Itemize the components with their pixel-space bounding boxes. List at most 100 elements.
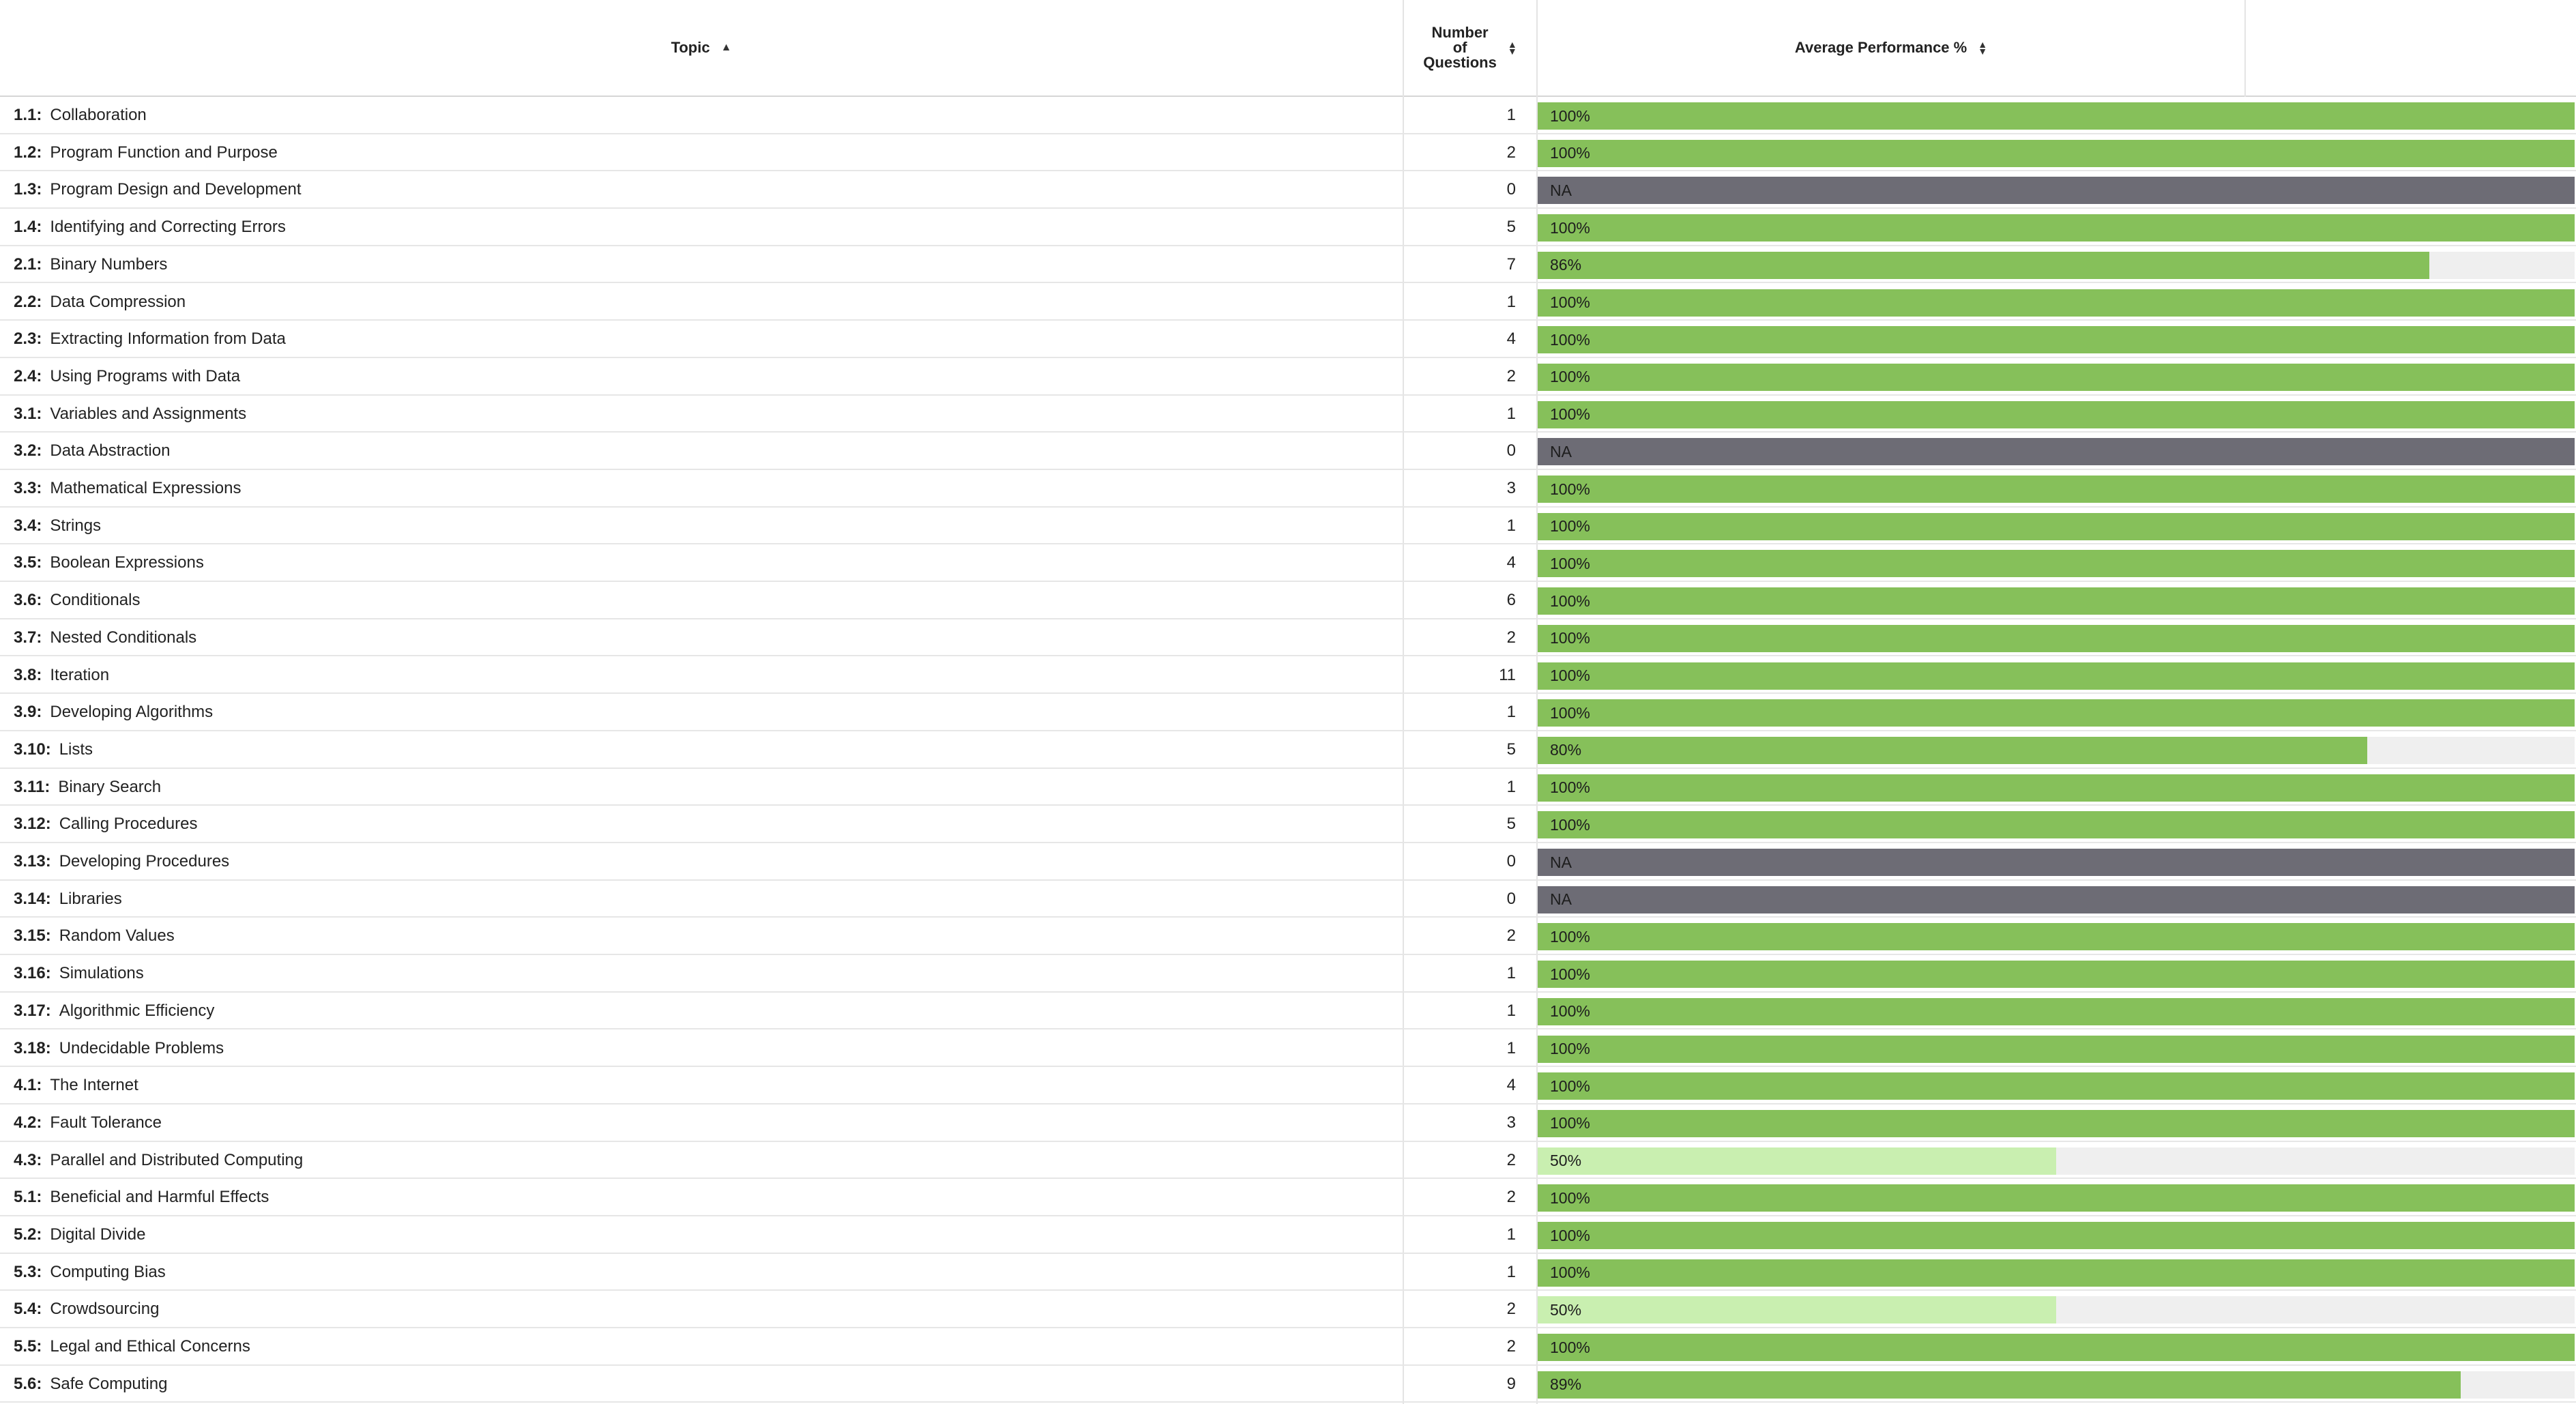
topic-cell: 5.6: Safe Computing [14, 1366, 167, 1403]
table-row[interactable]: 5.1: Beneficial and Harmful Effects 2 100% [0, 1179, 2576, 1216]
table-row[interactable]: 3.16: Simulations 1 100% [0, 955, 2576, 993]
table-row[interactable]: 4.3: Parallel and Distributed Computing 2 5… [0, 1142, 2576, 1180]
table-row[interactable]: 3.1: Variables and Assignments 1 100% [0, 396, 2576, 433]
topic-name: Algorithmic Efficiency [59, 1001, 215, 1020]
table-row[interactable]: 5.4: Crowdsourcing 2 50% [0, 1291, 2576, 1329]
performance-bar-fill [1538, 774, 2575, 802]
table-row[interactable]: 3.6: Conditionals 6 100% [0, 582, 2576, 619]
table-row[interactable]: 5.3: Computing Bias 1 100% [0, 1254, 2576, 1291]
performance-value: 100% [1550, 927, 1590, 946]
question-count: 4 [1506, 553, 1516, 572]
topic-column-header[interactable]: Topic ▲ [0, 0, 1403, 96]
topic-cell: 5.5: Legal and Ethical Concerns [14, 1328, 250, 1365]
table-row[interactable]: 3.18: Undecidable Problems 1 100% [0, 1030, 2576, 1068]
table-row[interactable]: 3.3: Mathematical Expressions 3 100% [0, 470, 2576, 508]
question-count: 2 [1506, 366, 1516, 385]
performance-bar-fill [1538, 587, 2575, 615]
table-row[interactable]: 3.11: Binary Search 1 100% [0, 769, 2576, 806]
count-column-header[interactable]: Number of Questions ▲ ▼ [1404, 0, 1536, 96]
performance-value: 100% [1550, 591, 1590, 610]
table-row[interactable]: 2.4: Using Programs with Data 2 100% [0, 358, 2576, 396]
topic-name: Developing Procedures [59, 852, 230, 871]
table-row[interactable]: 2.2: Data Compression 1 100% [0, 284, 2576, 321]
topic-name: Beneficial and Harmful Effects [50, 1188, 269, 1207]
table-row[interactable]: 3.7: Nested Conditionals 2 100% [0, 619, 2576, 657]
topic-name: Collaboration [50, 106, 147, 124]
table-row[interactable]: 3.14: Libraries 0 NA [0, 881, 2576, 918]
table-row[interactable]: 3.17: Algorithmic Efficiency 1 100% [0, 993, 2576, 1030]
topic-cell: 5.1: Beneficial and Harmful Effects [14, 1179, 269, 1216]
question-count: 1 [1506, 964, 1516, 983]
table-row[interactable]: 3.4: Strings 1 100% [0, 508, 2576, 545]
topic-name: Simulations [59, 964, 144, 983]
table-row[interactable]: 4.2: Fault Tolerance 3 100% [0, 1105, 2576, 1142]
table-row[interactable]: 3.10: Lists 5 80% [0, 731, 2576, 769]
table-row[interactable]: 3.2: Data Abstraction 0 NA [0, 433, 2576, 470]
table-row[interactable]: 3.15: Random Values 2 100% [0, 918, 2576, 956]
table-row[interactable]: 3.13: Developing Procedures 0 NA [0, 843, 2576, 881]
topic-name: Calling Procedures [59, 815, 198, 834]
topic-name: Fault Tolerance [50, 1113, 162, 1132]
topic-cell: 4.3: Parallel and Distributed Computing [14, 1142, 303, 1179]
performance-bar-track: 100% [1538, 587, 2575, 615]
question-count: 0 [1506, 441, 1516, 460]
table-row[interactable]: 2.3: Extracting Information from Data 4 100… [0, 321, 2576, 358]
topic-name: Binary Search [58, 777, 162, 796]
performance-bar-track: 100% [1538, 699, 2575, 727]
performance-value: 100% [1550, 1040, 1590, 1057]
table-row[interactable]: 1.1: Collaboration 1 100% [0, 97, 2576, 134]
topic-cell: 2.4: Using Programs with Data [14, 358, 240, 395]
performance-value: 100% [1550, 778, 1590, 797]
topic-name: Using Programs with Data [50, 366, 241, 385]
topic-code: 5.3: [14, 1262, 42, 1281]
topic-cell: 3.7: Nested Conditionals [14, 619, 196, 656]
sort-toggle-icon[interactable]: ▲ ▼ [1507, 39, 1517, 57]
table-row[interactable]: 3.8: Iteration 11 100% [0, 657, 2576, 694]
performance-bar-fill [1538, 1296, 2056, 1324]
topic-name: Identifying and Correcting Errors [50, 218, 286, 237]
table-row[interactable]: 1.4: Identifying and Correcting Errors 5 10… [0, 209, 2576, 246]
question-count: 7 [1506, 254, 1516, 274]
topic-name: Lists [59, 740, 93, 759]
question-count: 3 [1506, 479, 1516, 497]
topic-cell: 3.1: Variables and Assignments [14, 396, 246, 433]
table-row[interactable]: 5.2: Digital Divide 1 100% [0, 1216, 2576, 1254]
performance-bar-fill [1538, 699, 2575, 727]
performance-value: 100% [1550, 667, 1590, 684]
topic-code: 1.4: [14, 218, 42, 237]
question-count: 0 [1506, 852, 1516, 871]
sort-toggle-icon[interactable]: ▲ ▼ [1978, 39, 1988, 57]
topic-code: 3.3: [14, 479, 42, 497]
sort-ascending-icon[interactable]: ▲ [720, 42, 732, 53]
question-count: 1 [1506, 1001, 1516, 1020]
question-count: 2 [1506, 1300, 1516, 1319]
table-row[interactable]: 3.5: Boolean Expressions 4 100% [0, 544, 2576, 583]
topic-code: 3.17: [14, 1001, 51, 1020]
performance-value: 100% [1550, 218, 1590, 237]
performance-bar-fill [1538, 512, 2575, 540]
table-header [0, 0, 2576, 97]
topic-cell: 4.2: Fault Tolerance [14, 1105, 162, 1141]
topic-name: Undecidable Problems [59, 1038, 224, 1057]
topic-name: Crowdsourcing [50, 1300, 160, 1319]
table-row[interactable]: 5.6: Safe Computing 9 89% [0, 1366, 2576, 1403]
performance-bar-fill [1538, 1147, 2056, 1175]
performance-bar-track: 100% [1538, 923, 2575, 951]
performance-bar-fill [1538, 177, 2575, 205]
performance-value: 100% [1550, 480, 1590, 498]
table-row[interactable]: 5.5: Legal and Ethical Concerns 2 100% [0, 1328, 2576, 1366]
table-row[interactable]: 3.12: Calling Procedures 5 100% [0, 806, 2576, 843]
table-row[interactable]: 3.9: Developing Algorithms 1 100% [0, 694, 2576, 731]
performance-bar-fill [1538, 438, 2575, 466]
performance-bar-fill [1538, 1109, 2575, 1137]
topic-cell: 3.16: Simulations [14, 955, 144, 992]
performance-bar-track: 100% [1538, 476, 2575, 503]
topic-cell: 3.3: Mathematical Expressions [14, 470, 241, 507]
table-row[interactable]: 4.1: The Internet 4 100% [0, 1067, 2576, 1105]
table-row[interactable]: 1.3: Program Design and Development 0 NA [0, 171, 2576, 209]
performance-column-header[interactable]: Average Performance % ▲ ▼ [1538, 0, 2244, 96]
table-row[interactable]: 2.1: Binary Numbers 7 86% [0, 246, 2576, 284]
performance-value: NA [1550, 442, 1572, 460]
table-row[interactable]: 1.2: Program Function and Purpose 2 100% [0, 134, 2576, 172]
